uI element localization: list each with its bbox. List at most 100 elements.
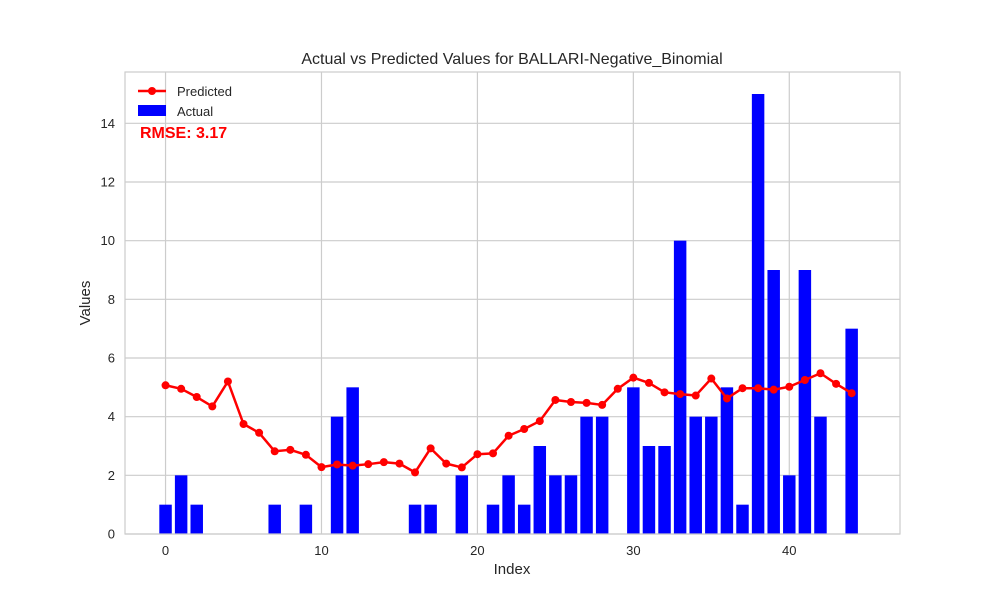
predicted-point [691,391,700,400]
predicted-point [520,424,529,433]
actual-bar [767,270,780,534]
predicted-point [426,444,435,453]
actual-bar [533,446,547,534]
actual-bar [159,504,172,534]
actual-bar [798,270,812,534]
predicted-point [301,450,310,459]
actual-bars [159,94,858,534]
actual-bar [627,387,640,534]
y-tick-label: 12 [101,175,115,190]
predicted-point [192,393,201,402]
predicted-point [177,384,186,393]
predicted-point [566,398,575,406]
predicted-point [598,400,607,409]
predicted-point [255,428,264,437]
y-tick-label: 0 [108,527,115,542]
predicted-point [660,388,669,397]
actual-bar [814,416,827,534]
predicted-point [754,384,763,393]
legend: Predicted Actual [138,84,232,119]
predicted-point [707,374,716,383]
predicted-point [395,459,404,468]
plot-background [125,72,900,534]
predicted-point [348,461,357,470]
actual-bar [455,475,469,534]
x-tick-label: 0 [162,543,169,558]
predicted-point [504,431,513,440]
predicted-point [832,379,841,388]
predicted-point [442,459,451,468]
actual-bar [783,475,796,534]
y-tick-label: 4 [108,409,115,424]
actual-bar [673,240,687,534]
actual-bar [408,504,422,534]
predicted-point [629,373,638,382]
actual-bar [330,416,344,534]
actual-bar [549,475,562,534]
actual-bar [845,328,858,534]
actual-bar [658,446,671,534]
actual-bar [190,504,203,534]
actual-bar [174,475,188,534]
predicted-point [270,447,279,456]
predicted-point [411,468,420,477]
predicted-point [333,460,342,469]
actual-bar [502,475,515,534]
actual-bar [564,475,578,534]
y-tick-label: 8 [108,292,115,307]
predicted-point [722,394,731,403]
actual-bar [299,504,313,534]
actual-bar [736,504,749,534]
predicted-point [457,463,466,472]
x-tick-label: 20 [470,543,484,558]
predicted-point [785,382,794,391]
actual-bar [486,504,500,534]
actual-bar [268,504,281,534]
predicted-point [738,384,747,393]
actual-bar [751,94,765,534]
x-tick-label: 30 [626,543,640,558]
predicted-point [535,417,544,426]
plot-frame [124,71,901,535]
actual-bar [642,446,656,534]
predicted-point [769,385,778,394]
predicted-point [676,390,685,399]
legend-actual-swatch-icon [138,105,166,116]
rmse-annotation: RMSE: 3.17 [140,125,227,142]
actual-bar [424,504,437,534]
legend-predicted-marker-icon [148,87,156,95]
x-tick-labels: 0 10 20 30 40 [162,543,797,558]
legend-predicted-label: Predicted [177,84,232,99]
predicted-point [644,378,653,387]
y-tick-labels: 0 2 4 6 8 10 12 14 [101,116,115,542]
y-tick-label: 10 [101,233,115,248]
actual-bar [346,387,359,534]
predicted-point [582,398,591,407]
y-tick-label: 6 [108,351,115,366]
predicted-point [489,449,498,458]
actual-bar [580,416,593,534]
predicted-point [239,420,248,428]
predicted-point [613,384,622,393]
predicted-line [161,369,856,477]
predicted-point [364,460,373,469]
predicted-point [473,450,482,459]
predicted-point [223,377,232,386]
predicted-point [317,463,326,472]
predicted-point [551,395,560,404]
predicted-point [379,458,388,467]
x-tick-label: 40 [782,543,796,558]
actual-bar [517,504,531,534]
actual-bar [720,387,734,534]
chart-title: Actual vs Predicted Values for BALLARI-N… [301,51,722,68]
legend-actual-label: Actual [177,104,213,119]
predicted-point [208,402,217,411]
predicted-point [800,376,809,384]
actual-bar [705,416,718,534]
x-tick-label: 10 [314,543,328,558]
y-tick-label: 2 [108,468,115,483]
actual-bar [595,416,609,534]
predicted-point [816,369,825,378]
y-axis-label: Values [77,281,94,326]
